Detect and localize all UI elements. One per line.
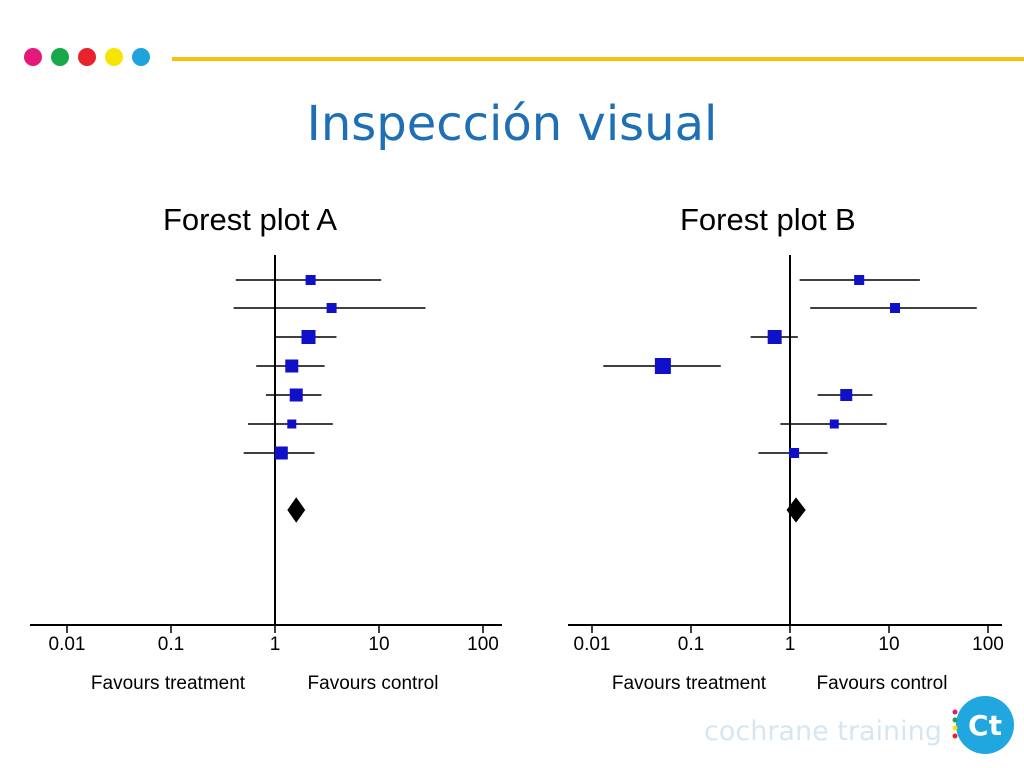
logo-text: Ct bbox=[968, 708, 1002, 742]
accent-dot-yellow bbox=[105, 48, 123, 66]
cochrane-training-logo: Ct bbox=[952, 696, 1014, 754]
pooled-estimate-diamond bbox=[287, 497, 306, 523]
effect-estimate-square bbox=[274, 446, 288, 460]
study-row bbox=[247, 419, 333, 429]
effect-estimate-square bbox=[289, 388, 303, 402]
accent-dot-green bbox=[51, 48, 69, 66]
study-row bbox=[758, 448, 828, 458]
forest-plot-a: 0.01 0.1 1 10 100 Favours treatment Favours co… bbox=[30, 255, 502, 694]
x-tick-label: 0.1 bbox=[158, 634, 184, 655]
x-tick-label: 0.1 bbox=[678, 634, 704, 655]
pooled-estimate-diamond bbox=[786, 497, 806, 523]
study-row bbox=[810, 303, 977, 313]
study-row bbox=[799, 275, 920, 285]
study-row bbox=[603, 358, 721, 374]
effect-estimate-square bbox=[789, 448, 800, 458]
effect-estimate-square bbox=[854, 275, 865, 285]
favours-control-label: Favours control bbox=[817, 673, 948, 694]
logo-dots-icon bbox=[952, 709, 958, 739]
effect-estimate-square bbox=[301, 330, 316, 344]
x-tick-label: 10 bbox=[368, 634, 389, 655]
effect-estimate-square bbox=[767, 330, 782, 344]
effect-estimate-square bbox=[840, 389, 853, 401]
x-tick-label: 100 bbox=[467, 634, 499, 655]
effect-estimate-square bbox=[285, 359, 299, 373]
x-tick-label: 1 bbox=[785, 634, 796, 655]
header-rule bbox=[172, 57, 1024, 61]
effect-estimate-square bbox=[305, 275, 316, 285]
effect-estimate-square bbox=[890, 303, 901, 313]
study-row bbox=[275, 330, 337, 344]
study-row bbox=[256, 359, 325, 373]
study-row bbox=[750, 330, 798, 344]
effect-estimate-square bbox=[287, 419, 297, 429]
effect-estimate-square bbox=[654, 358, 671, 374]
x-tick-label: 0.01 bbox=[49, 634, 86, 655]
accent-dots bbox=[24, 48, 150, 66]
x-tick-label: 1 bbox=[270, 634, 281, 655]
effect-estimate-square bbox=[326, 303, 337, 313]
x-tick-label: 10 bbox=[878, 634, 899, 655]
study-row bbox=[780, 419, 887, 429]
study-row bbox=[243, 446, 315, 460]
x-tick-label: 100 bbox=[972, 634, 1004, 655]
study-row bbox=[233, 303, 426, 313]
accent-dot-magenta bbox=[24, 48, 42, 66]
accent-dot-blue bbox=[132, 48, 150, 66]
study-row bbox=[817, 389, 873, 401]
favours-treatment-label: Favours treatment bbox=[91, 673, 246, 694]
forest-plot-a-title: Forest plot A bbox=[163, 202, 338, 237]
study-row bbox=[266, 388, 322, 402]
footer-brand-text: cochrane training bbox=[704, 716, 942, 747]
accent-dot-red bbox=[78, 48, 96, 66]
x-tick-label: 0.01 bbox=[574, 634, 611, 655]
study-row bbox=[235, 275, 382, 285]
forest-plot-b: 0.01 0.1 1 10 100 Favours treatment Favours co… bbox=[568, 255, 1004, 694]
forest-plot-b-title: Forest plot B bbox=[680, 202, 856, 237]
favours-treatment-label: Favours treatment bbox=[612, 673, 767, 694]
slide-title: Inspección visual bbox=[306, 96, 718, 152]
favours-control-label: Favours control bbox=[308, 673, 439, 694]
effect-estimate-square bbox=[829, 419, 839, 429]
